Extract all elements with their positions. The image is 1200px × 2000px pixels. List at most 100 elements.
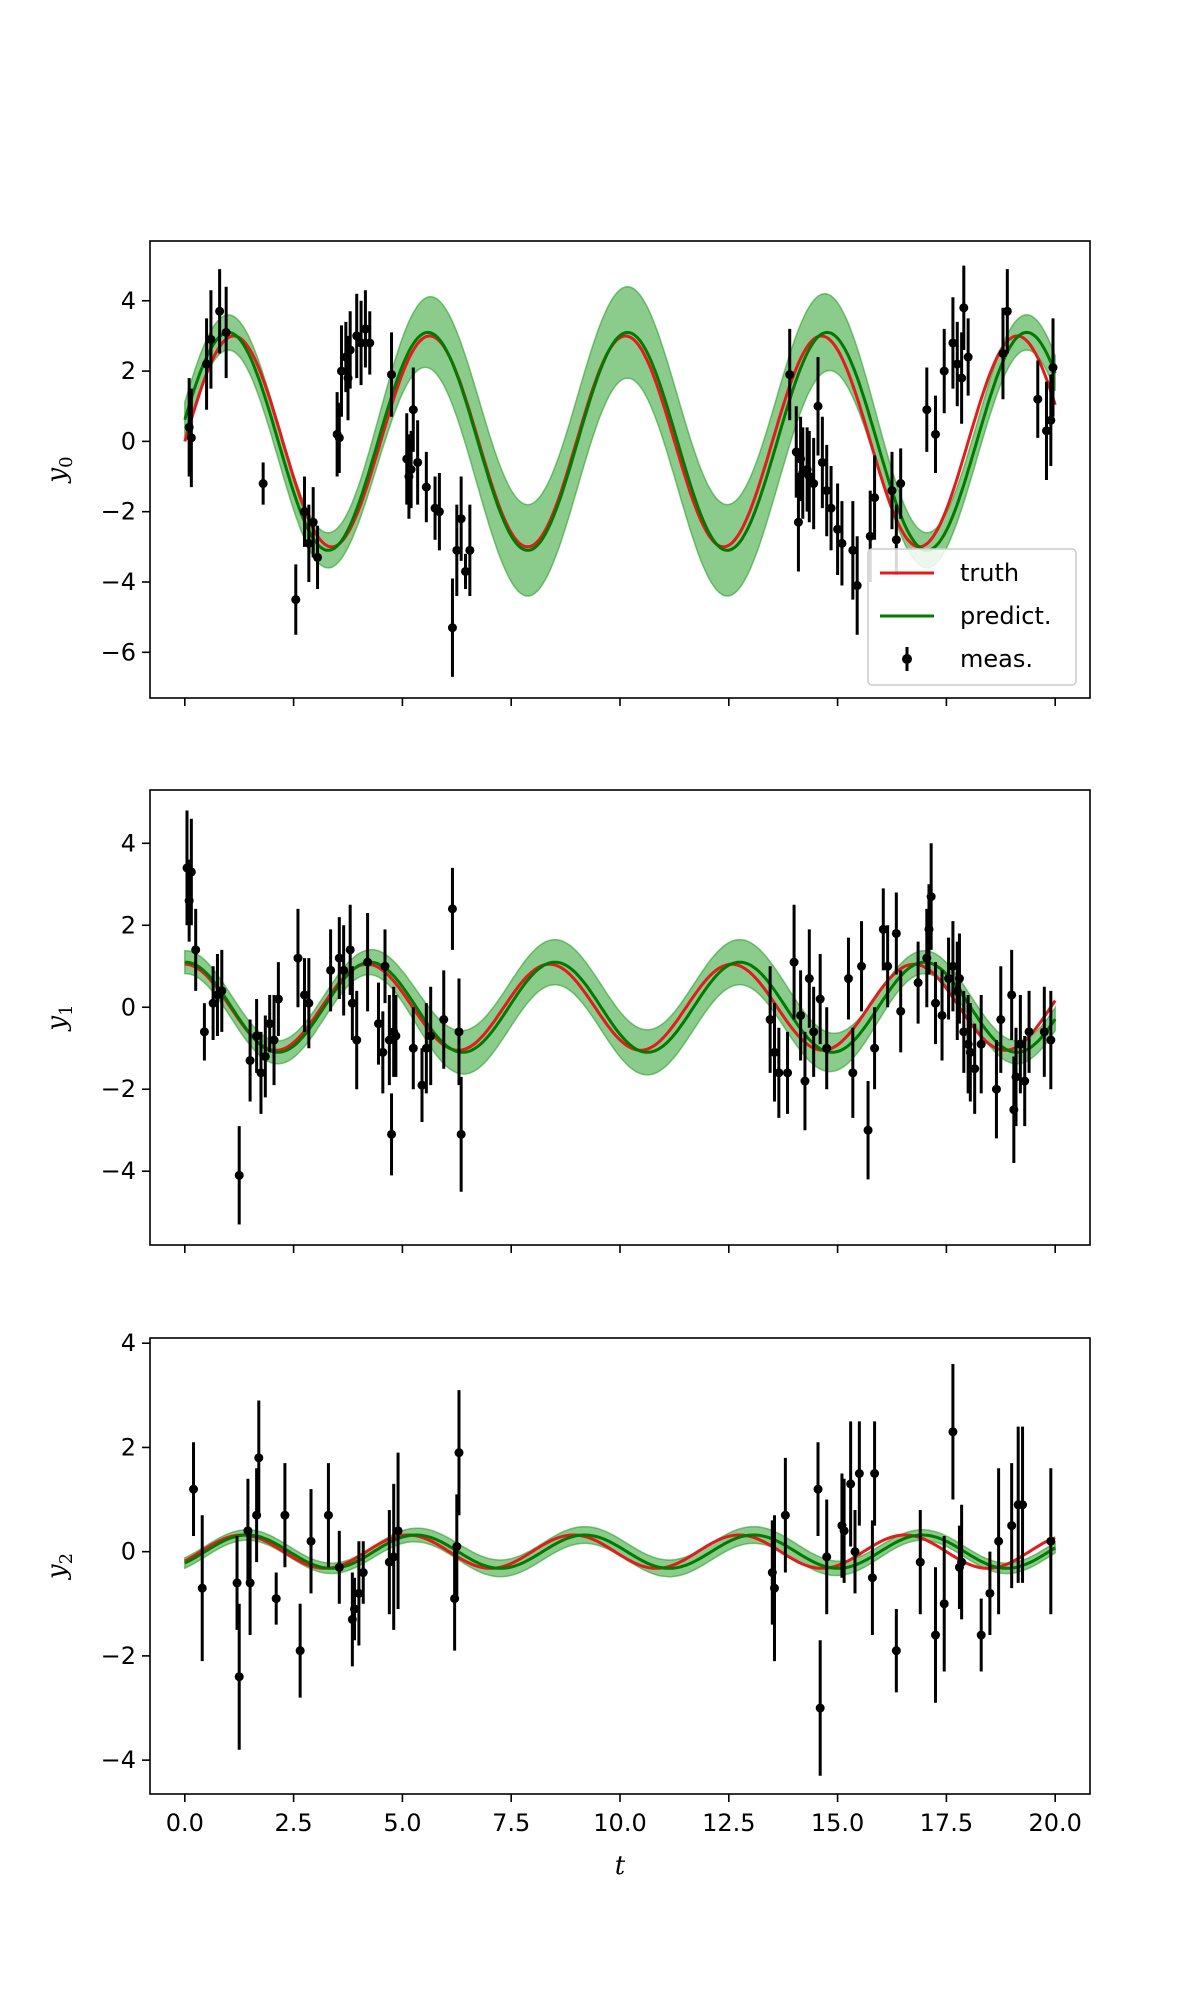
meas-point	[304, 998, 314, 1008]
meas-point	[833, 524, 843, 534]
meas-point	[985, 1588, 995, 1598]
meas-point	[1020, 1076, 1030, 1086]
meas-point	[948, 961, 958, 971]
meas-point	[959, 1027, 969, 1037]
meas-point	[215, 306, 225, 316]
meas-point	[452, 1541, 462, 1551]
meas-point	[957, 1557, 967, 1567]
panel-0: 4 2 0 −2 −4 −6 y0 truth predict. meas.	[42, 240, 1091, 706]
meas-point	[785, 370, 795, 380]
meas-point	[189, 1484, 199, 1494]
meas-point	[354, 1588, 364, 1598]
meas-point	[769, 1583, 779, 1593]
meas-point	[937, 1010, 947, 1020]
panel-1: 4 2 0 −2 −4 y1	[42, 789, 1091, 1253]
y-tick-label: 4	[121, 1329, 136, 1357]
meas-point	[308, 517, 318, 527]
predict-line	[183, 330, 1057, 552]
meas-point	[931, 998, 941, 1008]
predict-band	[184, 938, 1056, 1076]
meas-point	[456, 1129, 466, 1139]
meas-point	[954, 974, 964, 984]
meas-point	[1024, 1027, 1034, 1037]
meas-point	[996, 1015, 1006, 1025]
meas-point	[408, 405, 418, 415]
meas-point	[304, 538, 314, 548]
meas-point	[1033, 394, 1043, 404]
meas-point	[804, 472, 814, 482]
x-tick-label: 15.0	[811, 1809, 864, 1837]
meas-point	[373, 1019, 383, 1029]
meas-point	[963, 352, 973, 362]
truth-line	[183, 334, 1057, 549]
meas-point	[434, 507, 444, 517]
meas-point	[815, 994, 825, 1004]
x-tick-label: 2.5	[275, 1809, 313, 1837]
meas-point	[391, 1031, 401, 1041]
y-axis-label: y0	[42, 456, 77, 483]
meas-point	[965, 1047, 975, 1057]
meas-point	[913, 978, 923, 988]
plot-area-0	[183, 265, 1058, 677]
plot-area-2	[184, 1364, 1056, 1776]
meas-point	[915, 1557, 925, 1567]
meas-point	[352, 331, 362, 341]
meas-point	[765, 1015, 775, 1025]
meas-point	[991, 1084, 1001, 1094]
meas-point	[1007, 990, 1017, 1000]
meas-point	[931, 429, 941, 439]
meas-point	[269, 1035, 279, 1045]
y-tick-label: 2	[121, 911, 136, 939]
meas-point	[447, 904, 457, 914]
meas-point	[848, 545, 858, 555]
meas-point	[197, 1583, 207, 1593]
meas-point	[454, 1027, 464, 1037]
meas-point	[273, 994, 283, 1004]
meas-point	[826, 503, 836, 513]
meas-point	[252, 1031, 262, 1041]
meas-point	[352, 1035, 362, 1045]
meas-point	[891, 928, 901, 938]
legend-meas-marker	[902, 654, 912, 664]
predict-line	[184, 1533, 1056, 1570]
meas-point	[957, 373, 967, 383]
y-axis-label: y2	[42, 1553, 77, 1580]
x-tick-label: 20.0	[1028, 1809, 1081, 1837]
meas-point	[345, 345, 355, 355]
meas-point	[456, 514, 466, 524]
meas-point	[360, 324, 370, 334]
meas-point	[336, 366, 346, 376]
panel-2: 4 2 0 −2 −4 0.0 2.5 5.0 7.5 10.0 12.5 15.0 17.5 20.0 y…	[42, 1329, 1091, 1881]
y-tick-label: −4	[101, 1746, 136, 1774]
meas-point	[426, 1031, 436, 1041]
meas-point	[186, 433, 196, 443]
meas-point	[870, 1468, 880, 1478]
meas-point	[232, 1578, 242, 1588]
meas-point	[783, 1068, 793, 1078]
meas-point	[334, 1562, 344, 1572]
meas-point	[883, 961, 893, 971]
meas-point	[896, 479, 906, 489]
meas-point	[323, 1510, 333, 1520]
meas-point	[867, 1573, 877, 1583]
meas-point	[944, 974, 954, 984]
meas-point	[202, 359, 212, 369]
meas-point	[870, 493, 880, 503]
meas-point	[406, 465, 416, 474]
meas-point	[1041, 426, 1051, 436]
meas-point	[813, 401, 823, 411]
meas-point	[393, 1526, 403, 1536]
meas-point	[465, 545, 475, 555]
meas-point	[299, 507, 309, 517]
meas-point	[998, 348, 1008, 358]
y-tick-label: −2	[101, 1075, 136, 1103]
meas-point	[793, 517, 803, 527]
meas-point	[970, 1064, 980, 1074]
meas-point	[804, 974, 814, 984]
meas-point	[939, 1599, 949, 1609]
meas-point	[408, 1043, 418, 1053]
meas-point	[976, 1039, 986, 1049]
x-tick-label: 7.5	[492, 1809, 530, 1837]
meas-point	[245, 1056, 255, 1066]
